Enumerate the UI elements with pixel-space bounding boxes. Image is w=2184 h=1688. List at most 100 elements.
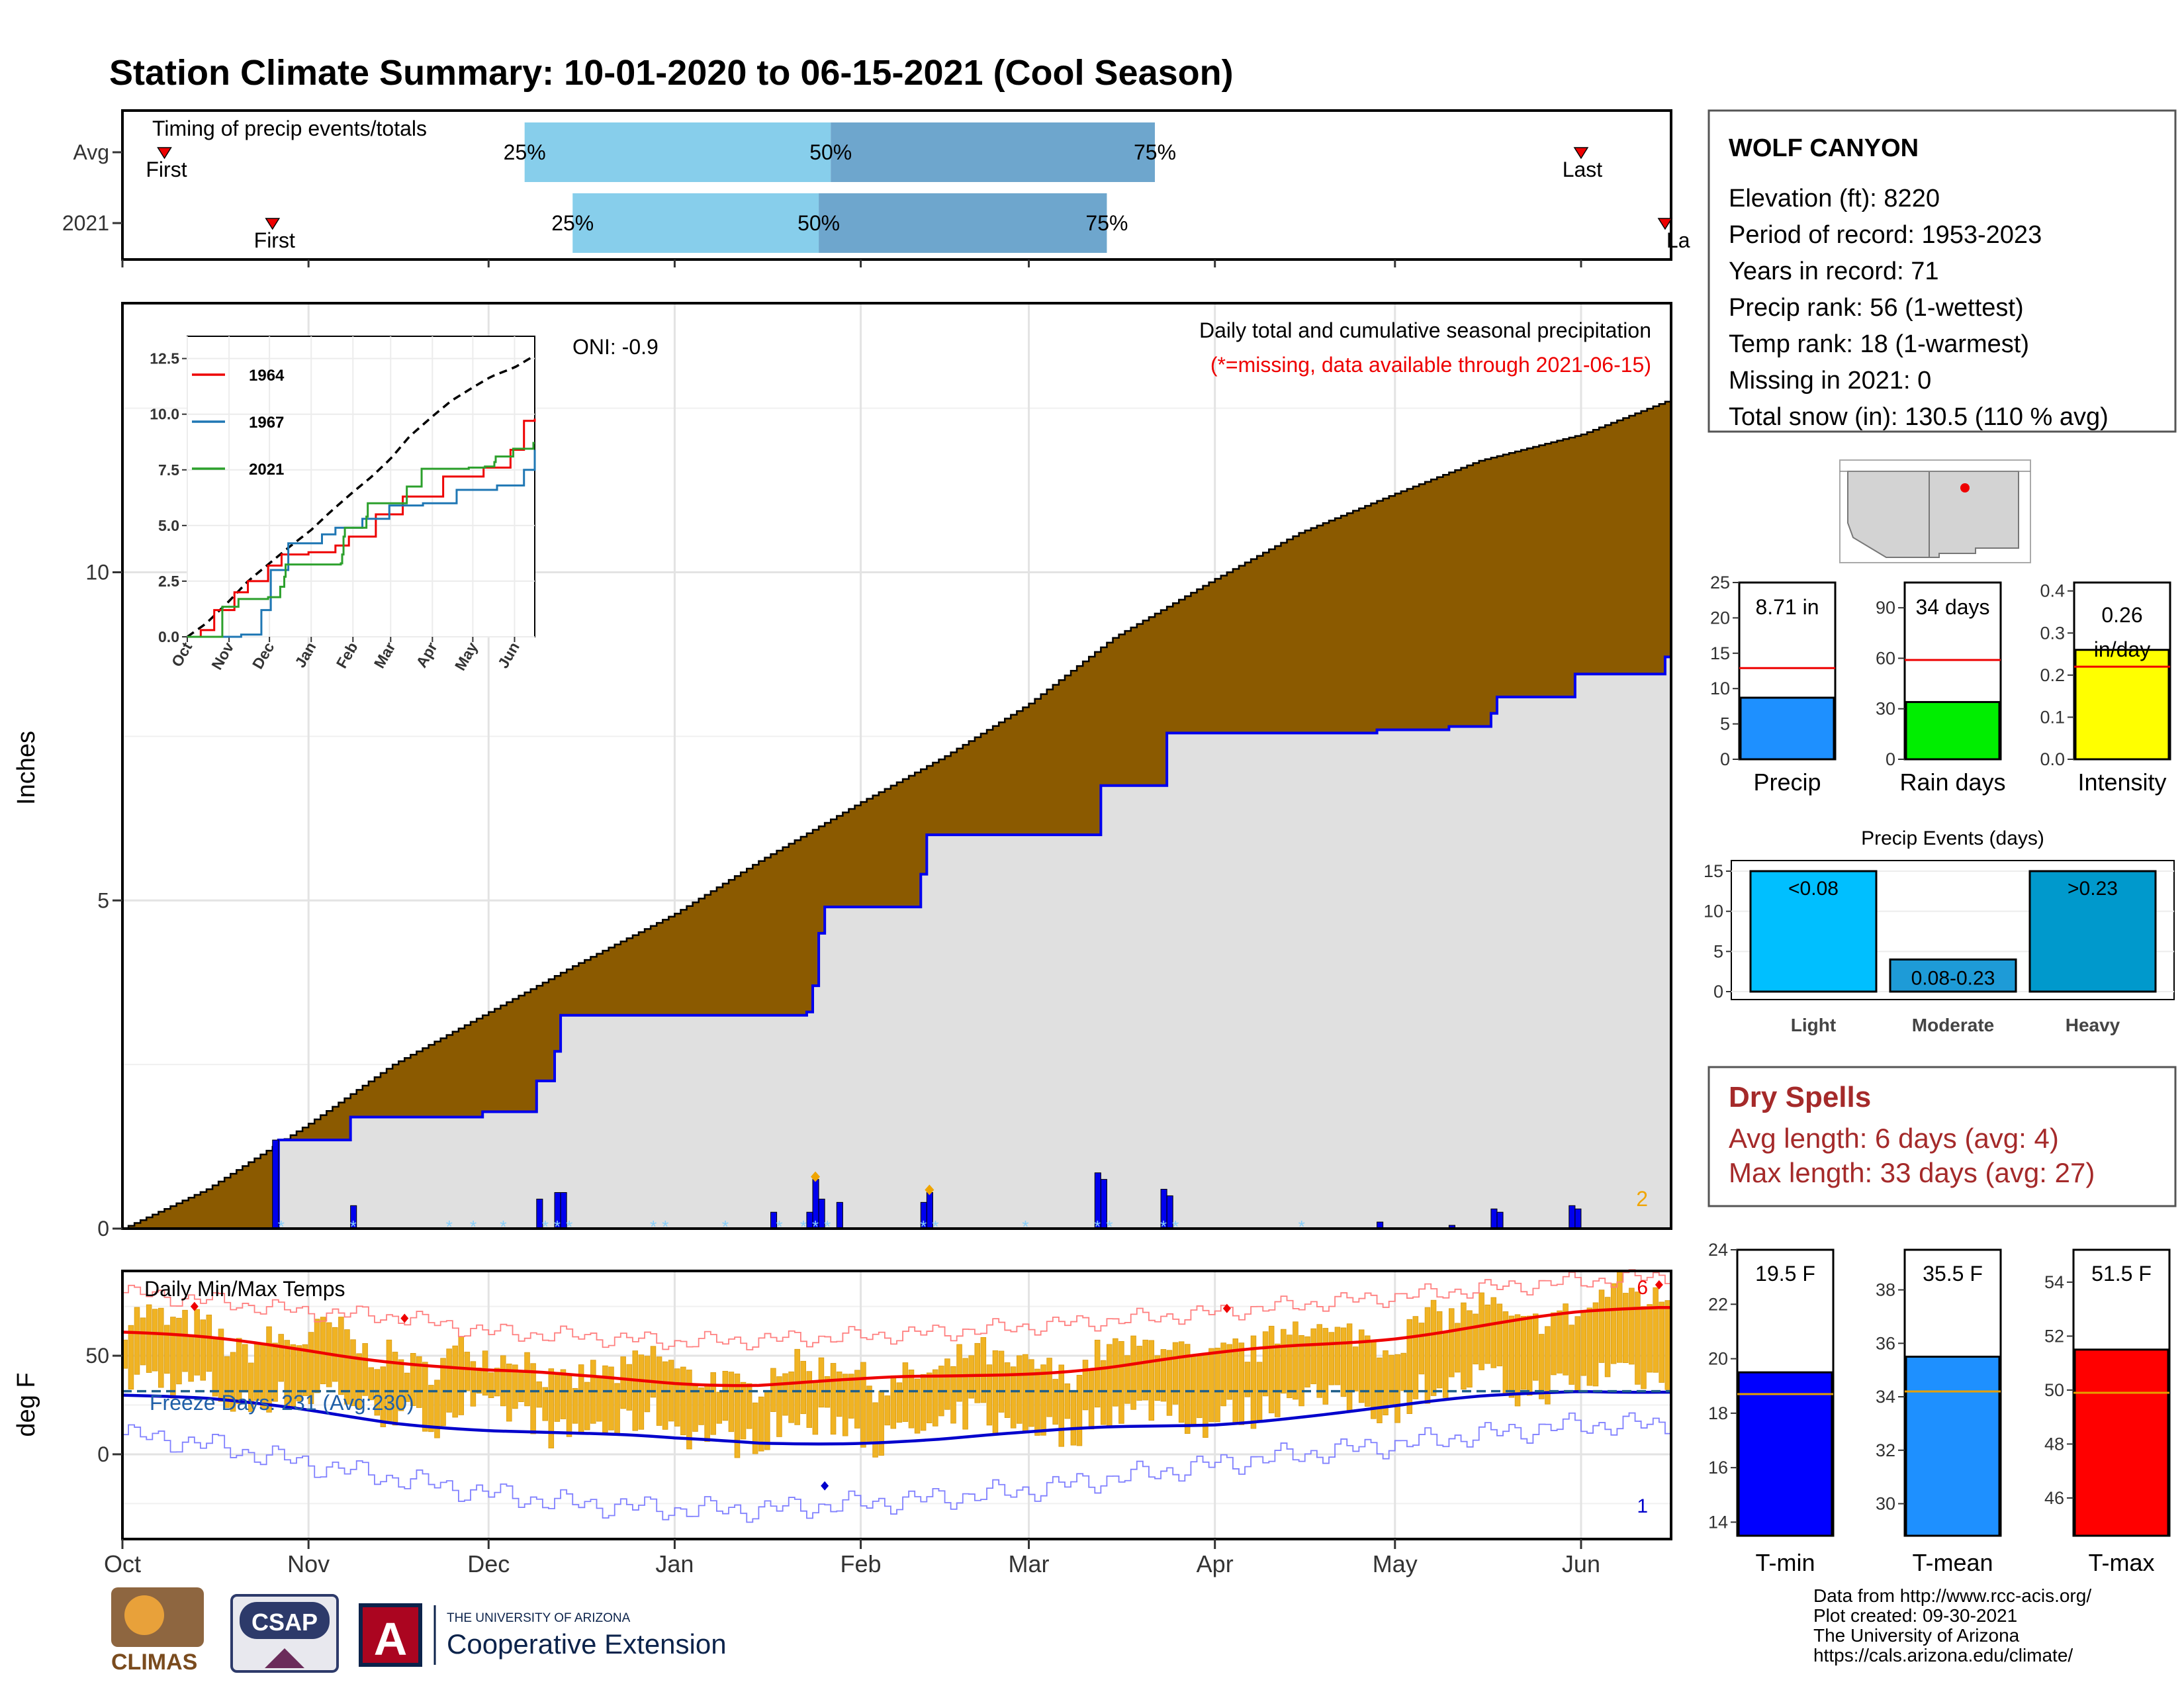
inset-y-tick-label: 12.5 [150, 350, 179, 367]
daily-temp-bar [1473, 1313, 1479, 1365]
timing-pct-label: 50% [809, 140, 852, 164]
daily-temp-bar [428, 1385, 434, 1432]
station-location-dot [1960, 483, 1970, 492]
daily-temp-bar [1532, 1313, 1539, 1381]
snow-marker: * [662, 1217, 668, 1237]
daily-temp-bar [1016, 1355, 1023, 1424]
daily-temp-bar [728, 1372, 735, 1432]
daily-temp-bar [1028, 1359, 1034, 1427]
daily-temp-bar [680, 1366, 686, 1436]
stat-y-tick-label: 0.0 [2040, 749, 2065, 769]
daily-temp-bar [1118, 1341, 1124, 1424]
daily-temp-bar [1496, 1303, 1503, 1366]
stat-y-tick-label: 10 [1710, 679, 1730, 698]
dry-spells-box: Dry Spells Avg length: 6 days (avg: 4) M… [1707, 1066, 2177, 1207]
temp-y-tick-label: 0 [97, 1442, 109, 1466]
timing-pct-label: 75% [1085, 211, 1128, 235]
temp-y-tick-label: 50 [85, 1344, 109, 1368]
temp-stat-value-label: 51.5 F [2091, 1262, 2152, 1286]
daily-temp-bar [392, 1352, 398, 1426]
daily-temp-bar [416, 1356, 422, 1408]
daily-temp-bar [1328, 1332, 1335, 1385]
stat-bar-rain-days [1905, 701, 2001, 761]
daily-temp-bar [584, 1382, 590, 1430]
daily-temp-bar [218, 1329, 224, 1402]
daily-precip-bar [1496, 1211, 1504, 1229]
snow-marker: * [650, 1217, 657, 1237]
daily-temp-bar [536, 1381, 542, 1408]
daily-temp-bar [1076, 1375, 1083, 1446]
daily-temp-bar [572, 1387, 578, 1424]
daily-temp-bar [1023, 1354, 1028, 1434]
csap-cloud-icon [240, 1602, 330, 1639]
stat-value-label: 0.26 [2101, 603, 2142, 627]
temp-stat-category-label: T-min [1756, 1549, 1815, 1576]
daily-temp-bar [356, 1353, 362, 1410]
temp-stat-y-tick-label: 24 [1708, 1240, 1728, 1260]
temp-stat-bar-t-min [1737, 1371, 1833, 1537]
daily-temp-bar [674, 1368, 680, 1427]
stat-y-tick-label: 25 [1710, 573, 1730, 592]
temp-stat-bar-t-max [2073, 1348, 2169, 1537]
inset-y-tick-label: 5.0 [158, 517, 179, 534]
daily-temp-bar [1262, 1331, 1269, 1397]
daily-temp-bar [410, 1352, 416, 1406]
footer-credits: Data from http://www.rcc-acis.org/Plot c… [1813, 1585, 2091, 1665]
snow-marker: * [812, 1217, 819, 1237]
daily-temp-bar [596, 1376, 602, 1422]
snow-marker: * [932, 1217, 938, 1237]
snow-marker: * [1172, 1217, 1179, 1237]
daily-temp-bar [1502, 1311, 1509, 1395]
temp-stat-y-tick-label: 18 [1708, 1403, 1728, 1423]
precip-y-tick-label: 0 [97, 1217, 109, 1241]
month-tick-label: Mar [1009, 1550, 1050, 1577]
daily-temp-bar [1557, 1310, 1563, 1374]
climas-sun-icon [124, 1595, 164, 1635]
footer-credit-line: Plot created: 09-30-2021 [1813, 1605, 2017, 1626]
timing-pct-label: 50% [797, 211, 840, 235]
record-precip-marker [925, 1184, 934, 1196]
temp-stat-y-tick-label: 14 [1708, 1512, 1728, 1532]
daily-temp-bar [272, 1342, 278, 1402]
month-tick-label: Jan [655, 1550, 694, 1577]
stat-category-label: Intensity [2077, 769, 2166, 796]
station-info-line: Years in record: 71 [1729, 258, 1939, 285]
daily-temp-bar [1238, 1342, 1245, 1425]
daily-temp-bar [1088, 1370, 1095, 1430]
daily-temp-bar [542, 1387, 548, 1421]
events-y-tick-label: 15 [1704, 861, 1723, 881]
temp-content [122, 1269, 1672, 1523]
daily-temp-bar [746, 1383, 752, 1429]
daily-temp-bar [1340, 1327, 1347, 1397]
daily-temp-bar [782, 1373, 788, 1416]
snow-marker: * [554, 1217, 561, 1237]
cumulative-2021-line [122, 655, 1671, 1230]
temp-stat-y-tick-label: 22 [1708, 1294, 1728, 1314]
precip-frame [121, 302, 1672, 1230]
daily-temp-bar [1479, 1292, 1484, 1370]
last-event-marker [1573, 147, 1589, 160]
oni-label: ONI: -0.9 [572, 335, 659, 359]
timing-pct-label: 75% [1134, 140, 1176, 164]
daily-temp-bar [500, 1355, 506, 1407]
daily-temp-bar [866, 1385, 872, 1444]
daily-temp-bar [266, 1326, 272, 1413]
month-tick-label: Oct [104, 1550, 141, 1577]
temp-stat-y-tick-label: 34 [1876, 1387, 1895, 1407]
ua-block-a-letter: A [374, 1613, 408, 1665]
daily-temp-bar [278, 1334, 284, 1382]
snow-marker: * [542, 1217, 549, 1237]
csap-mountain-icon [265, 1648, 304, 1668]
daily-temp-bar [518, 1370, 524, 1403]
daily-temp-bar [230, 1352, 236, 1412]
daily-temp-bar [362, 1343, 368, 1396]
temp-stats-panels: 14 16 18 20 22 24 19.5 F T-min 30 32 34 36 38 35.5 F T… [1708, 1240, 2171, 1576]
events-bar-label: >0.23 [2068, 878, 2118, 900]
snow-marker: * [350, 1217, 357, 1237]
timing-title: Timing of precip events/totals [152, 117, 427, 140]
dry-spells-frame [1707, 1066, 2177, 1207]
daily-temp-bar [878, 1391, 884, 1456]
daily-temp-bar [290, 1344, 296, 1407]
snow-marker: * [446, 1217, 453, 1237]
